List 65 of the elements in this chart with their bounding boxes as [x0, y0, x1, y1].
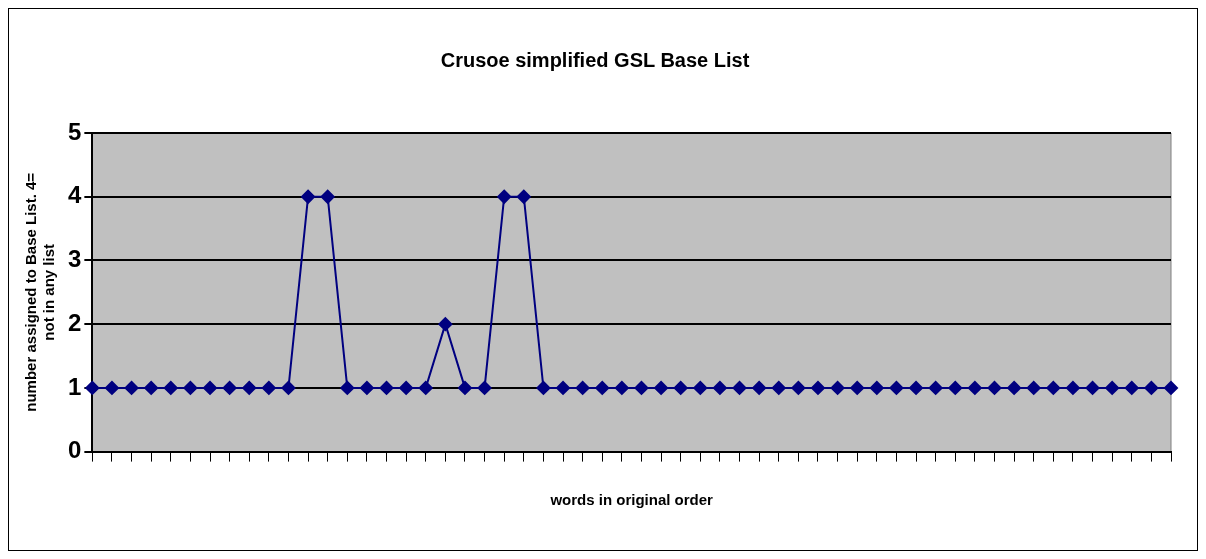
- point: [830, 380, 845, 395]
- point: [124, 380, 139, 395]
- point: [281, 380, 296, 395]
- point: [104, 380, 119, 395]
- point: [810, 380, 825, 395]
- point: [1007, 380, 1022, 395]
- y-tick-label: 5: [67, 117, 82, 145]
- point: [987, 380, 1002, 395]
- point: [516, 189, 531, 204]
- point: [379, 380, 394, 395]
- point: [163, 380, 178, 395]
- point: [654, 380, 669, 395]
- x-axis-title: words in original order: [549, 491, 714, 509]
- point: [144, 380, 159, 395]
- point: [869, 380, 884, 395]
- point: [457, 380, 472, 395]
- point: [1085, 380, 1100, 395]
- point: [771, 380, 786, 395]
- point: [614, 380, 629, 395]
- point: [85, 380, 100, 395]
- point: [261, 380, 276, 395]
- point: [242, 380, 257, 395]
- point: [948, 380, 963, 395]
- point: [536, 380, 551, 395]
- point: [556, 380, 571, 395]
- point: [477, 380, 492, 395]
- point: [203, 380, 218, 395]
- point: [418, 380, 433, 395]
- point: [595, 380, 610, 395]
- point: [497, 189, 512, 204]
- point: [634, 380, 649, 395]
- y-tick-label: 0: [67, 436, 82, 464]
- point: [693, 380, 708, 395]
- y-tick-label: 3: [67, 245, 82, 273]
- point: [850, 380, 865, 395]
- point: [438, 317, 453, 332]
- point: [301, 189, 316, 204]
- point: [967, 380, 982, 395]
- point: [320, 189, 335, 204]
- point: [575, 380, 590, 395]
- point: [1065, 380, 1080, 395]
- chart-title: Crusoe simplified GSL Base List: [440, 48, 750, 71]
- point: [928, 380, 943, 395]
- point: [752, 380, 767, 395]
- y-tick-label: 2: [67, 308, 82, 336]
- y-axis-title: number assigned to Base List. 4= not in any list: [22, 172, 58, 412]
- point: [1144, 380, 1159, 395]
- point: [1026, 380, 1041, 395]
- point: [1124, 380, 1139, 395]
- y-tick-label: 1: [67, 372, 82, 400]
- point: [1046, 380, 1061, 395]
- point: [909, 380, 924, 395]
- point: [399, 380, 414, 395]
- point: [222, 380, 237, 395]
- point: [183, 380, 198, 395]
- point: [359, 380, 374, 395]
- point: [791, 380, 806, 395]
- point: [1105, 380, 1120, 395]
- y-tick-label: 4: [67, 181, 82, 209]
- point: [340, 380, 355, 395]
- point: [889, 380, 904, 395]
- point: [712, 380, 727, 395]
- point: [732, 380, 747, 395]
- point: [1164, 380, 1178, 395]
- point: [673, 380, 688, 395]
